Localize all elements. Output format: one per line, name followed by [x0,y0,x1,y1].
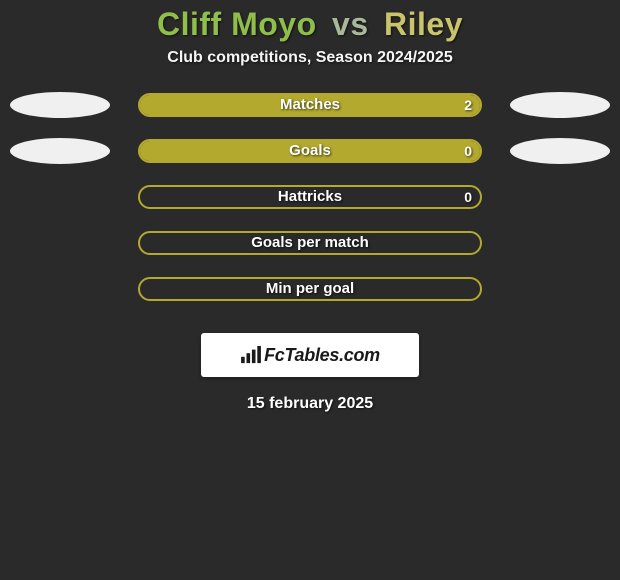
stat-row: Goals per match [0,231,620,277]
brand-box: FcTables.com [201,333,419,377]
player2-marker [510,138,610,164]
player1-marker [10,138,110,164]
bars-icon [240,346,262,364]
comparison-infographic: Cliff Moyo vs Riley Club competitions, S… [0,0,620,580]
stat-metric-label: Goals per match [140,233,480,253]
stat-row: Matches2 [0,93,620,139]
stat-bar: Min per goal [138,277,482,301]
title-player2: Riley [384,6,463,42]
stat-bar: Hattricks0 [138,185,482,209]
stat-metric-label: Min per goal [140,279,480,299]
stat-value: 2 [464,95,472,115]
date: 15 february 2025 [0,395,620,413]
player2-marker [510,92,610,118]
stat-metric-label: Hattricks [140,187,480,207]
stat-bar: Goals per match [138,231,482,255]
player1-marker [10,92,110,118]
stat-rows: Matches2Goals0Hattricks0Goals per matchM… [0,93,620,323]
stat-bar: Goals0 [138,139,482,163]
stat-row: Min per goal [0,277,620,323]
stat-row: Hattricks0 [0,185,620,231]
stat-row: Goals0 [0,139,620,185]
title-vs: vs [332,6,369,42]
subtitle: Club competitions, Season 2024/2025 [0,49,620,67]
stat-metric-label: Matches [140,95,480,115]
title-player1: Cliff Moyo [157,6,317,42]
stat-value: 0 [464,141,472,161]
stat-value: 0 [464,187,472,207]
page-title: Cliff Moyo vs Riley [0,6,620,43]
brand-logo: FcTables.com [240,345,380,366]
stat-metric-label: Goals [140,141,480,161]
stat-bar: Matches2 [138,93,482,117]
brand-text: FcTables.com [264,345,380,366]
